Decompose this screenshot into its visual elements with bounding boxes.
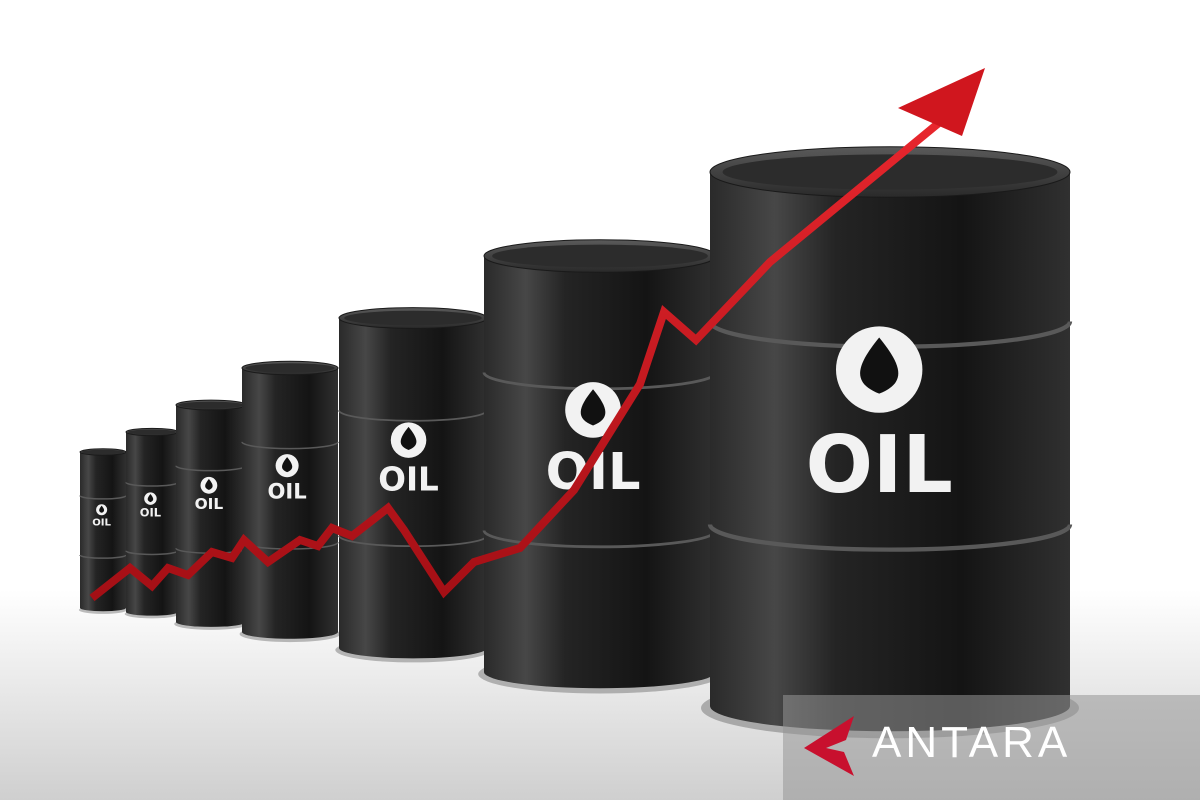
barrel-label: OIL <box>92 517 111 528</box>
oil-drop-icon <box>565 382 621 438</box>
rising-arrow <box>89 68 985 602</box>
barrel-label: OIL <box>378 460 439 498</box>
antara-logo-icon <box>804 716 854 776</box>
barrel-row: OIL OIL OIL OIL OIL OIL OIL <box>78 146 1079 739</box>
oil-barrel: OIL <box>335 307 491 663</box>
barrel-label: OIL <box>806 418 953 511</box>
oil-barrel: OIL <box>239 360 341 643</box>
price-trend-line <box>89 118 943 602</box>
barrel-label: OIL <box>267 478 306 503</box>
oil-drop-icon <box>96 504 108 516</box>
oil-barrel: OIL <box>174 399 248 630</box>
oil-drop-icon <box>275 454 299 478</box>
barrel-label: OIL <box>140 505 161 519</box>
oil-drop-icon <box>836 326 923 413</box>
oil-drop-icon <box>200 476 218 494</box>
watermark-panel <box>783 695 1200 800</box>
oil-drop-icon <box>390 422 427 458</box>
oil-barrel: OIL <box>701 146 1079 739</box>
oil-drop-icon <box>144 492 157 505</box>
arrow-head <box>898 68 985 136</box>
oil-barrel: OIL <box>478 239 722 694</box>
barrel-label: OIL <box>195 495 224 513</box>
oil-barrel: OIL <box>78 448 128 614</box>
barrel-label: OIL <box>546 443 641 502</box>
watermark-text: ANTARA <box>872 718 1072 767</box>
